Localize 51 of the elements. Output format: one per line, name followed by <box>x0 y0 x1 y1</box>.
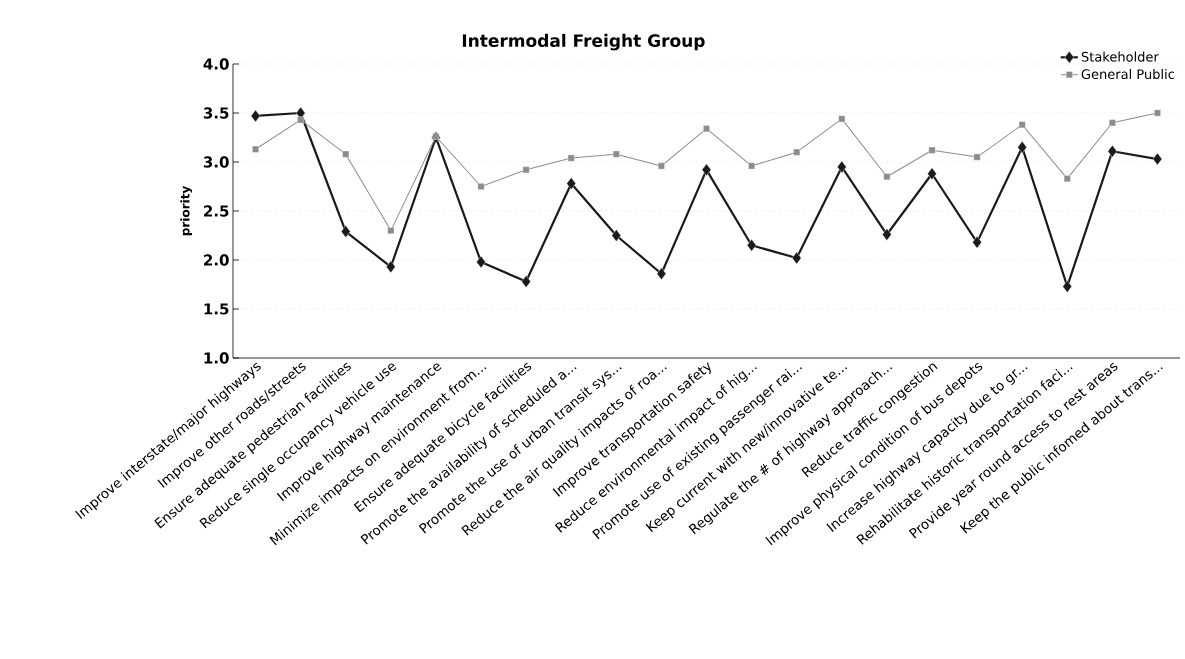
legend-label: Stakeholder <box>1081 51 1159 62</box>
point <box>342 150 350 158</box>
point <box>837 160 847 174</box>
y-tick-label: 2.0 <box>204 254 229 266</box>
point <box>250 109 261 123</box>
point <box>297 116 305 124</box>
point <box>746 239 757 252</box>
point <box>432 133 440 140</box>
point <box>973 153 981 161</box>
point <box>928 146 936 154</box>
point <box>1018 121 1026 129</box>
point <box>1063 175 1071 183</box>
point <box>387 227 395 234</box>
point <box>927 167 937 180</box>
point <box>882 228 892 241</box>
point <box>476 255 486 269</box>
point <box>883 173 891 181</box>
point <box>611 229 622 242</box>
point <box>566 177 576 190</box>
y-axis-title: priority <box>180 185 193 236</box>
point <box>1017 141 1027 154</box>
point <box>386 260 396 274</box>
point <box>838 115 846 123</box>
y-tick-label: 3.0 <box>203 156 229 168</box>
y-tick-label: 2.5 <box>204 205 229 217</box>
point <box>252 145 259 153</box>
point <box>972 236 982 249</box>
chart-title: Intermodal Freight Group <box>462 33 705 51</box>
point <box>522 166 530 174</box>
point <box>1108 119 1116 127</box>
point <box>477 183 485 190</box>
point <box>748 162 755 170</box>
point <box>656 267 667 280</box>
y-tick-label: 1.5 <box>204 303 229 315</box>
point <box>341 225 351 238</box>
point <box>521 275 531 288</box>
point <box>612 150 620 158</box>
point <box>567 154 575 162</box>
y-tick-label: 4.0 <box>203 58 229 70</box>
point <box>1062 280 1072 293</box>
point <box>703 125 710 133</box>
point <box>701 163 712 177</box>
legend-label: General Public <box>1081 69 1175 80</box>
point <box>658 162 665 170</box>
point <box>1154 109 1161 117</box>
y-tick-label: 1.0 <box>204 352 229 364</box>
point <box>793 148 801 156</box>
y-tick-label: 3.5 <box>203 107 229 119</box>
point <box>792 251 802 265</box>
point <box>1107 145 1118 158</box>
point <box>1152 152 1163 166</box>
